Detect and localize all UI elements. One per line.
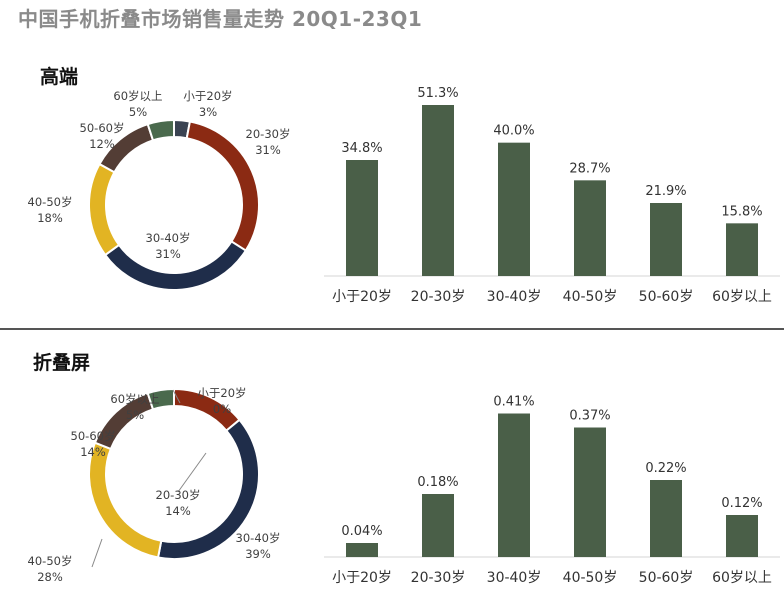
bar-value-label-2: 40.0% bbox=[493, 124, 534, 139]
donut-leader-line-0 bbox=[172, 389, 181, 404]
section-divider bbox=[0, 328, 784, 330]
donut-label-3: 40-50岁 bbox=[28, 554, 73, 568]
donut-label-2: 30-40岁 bbox=[146, 231, 191, 245]
donut-label-0: 小于20岁 bbox=[183, 89, 232, 103]
bar-0 bbox=[346, 160, 378, 276]
x-tick-label-2: 30-40岁 bbox=[487, 289, 542, 305]
donut-leader-line-3 bbox=[91, 538, 103, 568]
bar-2 bbox=[498, 142, 530, 276]
x-tick-label-4: 50-60岁 bbox=[639, 570, 694, 586]
x-tick-label-0: 小于20岁 bbox=[332, 570, 392, 586]
bar-3 bbox=[574, 180, 606, 276]
bar-value-label-2: 0.41% bbox=[493, 395, 534, 410]
donut-slice-3 bbox=[88, 162, 121, 257]
donut-label-5: 60岁以上 bbox=[113, 89, 162, 103]
donut-label-0: 小于20岁 bbox=[197, 386, 246, 400]
donut-percent-5: 5% bbox=[129, 105, 147, 119]
donut-chart-premium: 小于20岁 3% 20-30岁 31% 30-40岁 31% 40-50岁 18% 50-60岁… bbox=[28, 89, 291, 291]
bar-value-label-5: 0.12% bbox=[721, 496, 762, 511]
bar-value-label-3: 0.37% bbox=[569, 409, 610, 424]
donut-label-3: 40-50岁 bbox=[28, 195, 73, 209]
donut-percent-1: 31% bbox=[255, 143, 281, 157]
bar-value-label-4: 0.22% bbox=[645, 461, 686, 476]
bar-0 bbox=[346, 543, 378, 557]
donut-percent-4: 14% bbox=[80, 445, 106, 459]
bar-1 bbox=[422, 105, 454, 276]
bar-value-label-3: 28.7% bbox=[569, 161, 610, 176]
x-tick-label-4: 50-60岁 bbox=[639, 289, 694, 305]
donut-slice-5 bbox=[146, 387, 175, 411]
x-tick-label-1: 20-30岁 bbox=[411, 289, 466, 305]
bar-5 bbox=[726, 515, 758, 557]
donut-percent-5: 5% bbox=[126, 408, 144, 422]
section-label-premium: 高端 bbox=[40, 66, 79, 88]
bar-3 bbox=[574, 427, 606, 557]
bar-chart-premium: 34.8% 小于20岁 51.3% 20-30岁 40.0% 30-40岁 28.7% 40-… bbox=[324, 86, 780, 305]
donut-percent-1: 14% bbox=[165, 504, 191, 518]
bar-2 bbox=[498, 413, 530, 557]
bar-chart-foldable: 0.04% 小于20岁 0.18% 20-30岁 0.41% 30-40岁 0.37% 40-… bbox=[324, 395, 780, 586]
donut-label-4: 50-60岁 bbox=[80, 121, 125, 135]
x-tick-label-5: 60岁以上 bbox=[712, 289, 772, 305]
donut-label-4: 50-60岁 bbox=[71, 429, 116, 443]
bar-value-label-0: 0.04% bbox=[341, 524, 382, 539]
bar-value-label-1: 0.18% bbox=[417, 475, 458, 490]
donut-percent-3: 18% bbox=[37, 211, 63, 225]
donut-percent-0: 3% bbox=[199, 105, 217, 119]
section-label-foldable: 折叠屏 bbox=[33, 352, 91, 374]
x-tick-label-0: 小于20岁 bbox=[332, 289, 392, 305]
bar-4 bbox=[650, 203, 682, 276]
donut-chart-foldable: 小于20岁 0% 20-30岁 14% 30-40岁 39% 40-50岁 28% 50-60岁… bbox=[28, 386, 281, 584]
bar-5 bbox=[726, 223, 758, 276]
donut-slice-5 bbox=[146, 118, 175, 142]
bar-value-label-0: 34.8% bbox=[341, 141, 382, 156]
donut-label-2: 30-40岁 bbox=[236, 531, 281, 545]
donut-percent-0: 0% bbox=[213, 402, 231, 416]
donut-label-1: 20-30岁 bbox=[246, 127, 291, 141]
donut-percent-4: 12% bbox=[89, 137, 115, 151]
x-tick-label-1: 20-30岁 bbox=[411, 570, 466, 586]
donut-percent-3: 28% bbox=[37, 570, 63, 584]
donut-label-1: 20-30岁 bbox=[156, 488, 201, 502]
x-tick-label-3: 40-50岁 bbox=[563, 289, 618, 305]
x-tick-label-3: 40-50岁 bbox=[563, 570, 618, 586]
donut-leader-line-1 bbox=[177, 452, 207, 493]
bar-4 bbox=[650, 480, 682, 557]
page-title: 中国手机折叠市场销售量走势 20Q1-23Q1 bbox=[18, 7, 423, 31]
bar-value-label-5: 15.8% bbox=[721, 204, 762, 219]
x-tick-label-2: 30-40岁 bbox=[487, 570, 542, 586]
donut-label-5: 60岁以上 bbox=[110, 392, 159, 406]
bar-value-label-1: 51.3% bbox=[417, 86, 458, 101]
donut-percent-2: 39% bbox=[245, 547, 271, 561]
bar-value-label-4: 21.9% bbox=[645, 184, 686, 199]
donut-slice-3 bbox=[88, 441, 163, 559]
donut-percent-2: 31% bbox=[155, 247, 181, 261]
bar-1 bbox=[422, 494, 454, 557]
x-tick-label-5: 60岁以上 bbox=[712, 570, 772, 586]
